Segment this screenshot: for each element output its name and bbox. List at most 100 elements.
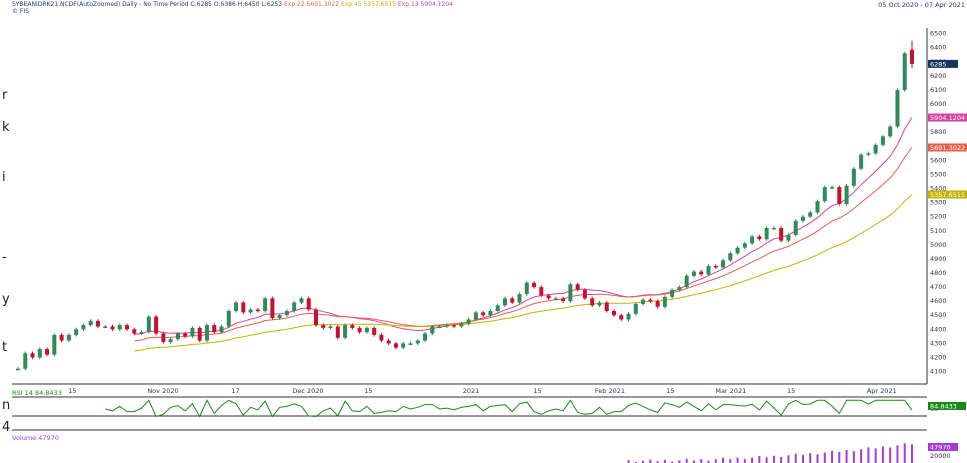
y-tick-label: 6400 (930, 44, 947, 52)
x-tick-label: 15 (787, 387, 795, 395)
candle-body (641, 299, 646, 304)
candle-body (350, 325, 355, 328)
candle-body (255, 309, 260, 312)
volume-bar (860, 449, 863, 463)
y-tick-label: 6500 (930, 30, 947, 38)
candle-body (706, 265, 711, 275)
volume-bar (736, 457, 739, 463)
candle-body (59, 334, 64, 341)
volume-bar (816, 454, 819, 463)
x-tick-label: Mar 2021 (715, 387, 746, 395)
candle-body (844, 185, 849, 204)
candle-body (721, 260, 726, 268)
candle-body (154, 316, 159, 334)
candle-body (691, 271, 696, 276)
volume-bar (794, 453, 797, 463)
candle-body (248, 309, 253, 313)
candle-body (888, 126, 893, 137)
candle-body (459, 323, 464, 327)
volume-badge (928, 443, 958, 451)
ema-badge-text-13: 5904.1204 (930, 114, 965, 122)
candle-body (37, 349, 42, 358)
candle-body (808, 212, 813, 217)
candle-body (764, 227, 769, 240)
candle-body (750, 236, 755, 244)
volume-bar (743, 459, 746, 463)
candle-body (437, 326, 442, 328)
candle-body (648, 299, 653, 302)
candle-body (197, 327, 202, 341)
volume-bar (889, 447, 892, 463)
candle-body (902, 53, 907, 90)
candle-body (866, 153, 871, 155)
volume-bar (787, 455, 790, 463)
y-tick-label: 4100 (930, 368, 947, 376)
candle-body (495, 305, 500, 312)
candle-body (655, 301, 660, 307)
volume-bar (656, 461, 659, 463)
volume-bar (903, 443, 906, 463)
volume-bar (685, 458, 688, 463)
candle-body (132, 329, 137, 334)
candle-body (74, 329, 79, 335)
candle-body (481, 312, 486, 316)
volume-bar (801, 454, 804, 463)
candle-body (103, 326, 108, 328)
ema-badge-text-22: 5691.3022 (930, 144, 965, 152)
candle-body (815, 201, 820, 213)
volume-bar (678, 460, 681, 463)
volume-bar (692, 460, 695, 463)
candle-body (183, 333, 188, 337)
candle-body (488, 311, 493, 316)
candle-body (793, 220, 798, 235)
ema-line-45 (134, 194, 913, 352)
ema-badge-22 (928, 143, 967, 152)
x-tick-label: Nov 2020 (147, 387, 178, 395)
candle-body (728, 253, 733, 261)
candle-body (357, 327, 362, 333)
candle-body (139, 332, 144, 334)
side-fragment: r (2, 88, 8, 103)
candle-body (619, 315, 624, 320)
candle-body (561, 298, 566, 302)
rsi-line (105, 399, 913, 418)
volume-bar (831, 450, 834, 463)
volume-bar (881, 446, 884, 463)
candle-body (393, 343, 398, 348)
rsi-title: RSI 14 84.8433 (12, 389, 62, 397)
candle-body (713, 265, 718, 268)
candle-body (335, 326, 340, 338)
side-fragment: n (2, 398, 11, 413)
y-tick-label: 5800 (930, 128, 947, 136)
candle-body (553, 298, 558, 300)
volume-bar (896, 445, 899, 463)
candle-body (401, 343, 406, 348)
candle-body (880, 136, 885, 145)
candle-body (146, 316, 151, 333)
x-tick-label: 15 (364, 387, 372, 395)
x-tick-label: 2021 (463, 387, 480, 395)
volume-bar (852, 451, 855, 463)
candle-body (452, 325, 457, 327)
candle-body (364, 327, 369, 333)
side-fragment: y (2, 292, 10, 307)
candle-body (23, 353, 28, 369)
candle-body (161, 333, 166, 342)
candle-body (212, 325, 217, 333)
candle-body (292, 302, 297, 312)
candle-body (532, 282, 537, 288)
candle-body (66, 334, 71, 341)
candle-body (45, 349, 50, 355)
candle-body (125, 325, 130, 330)
candle-body (117, 325, 122, 330)
candle-body (270, 298, 275, 319)
volume-bar (707, 460, 710, 463)
y-tick-label: 4400 (930, 325, 947, 333)
candle-body (502, 298, 507, 306)
candle-body (771, 227, 776, 230)
candle-body (415, 340, 420, 344)
y-tick-label: 4600 (930, 297, 947, 305)
candle-body (670, 289, 675, 297)
x-tick-label: Dec 2020 (292, 387, 323, 395)
candle-body (735, 247, 740, 254)
